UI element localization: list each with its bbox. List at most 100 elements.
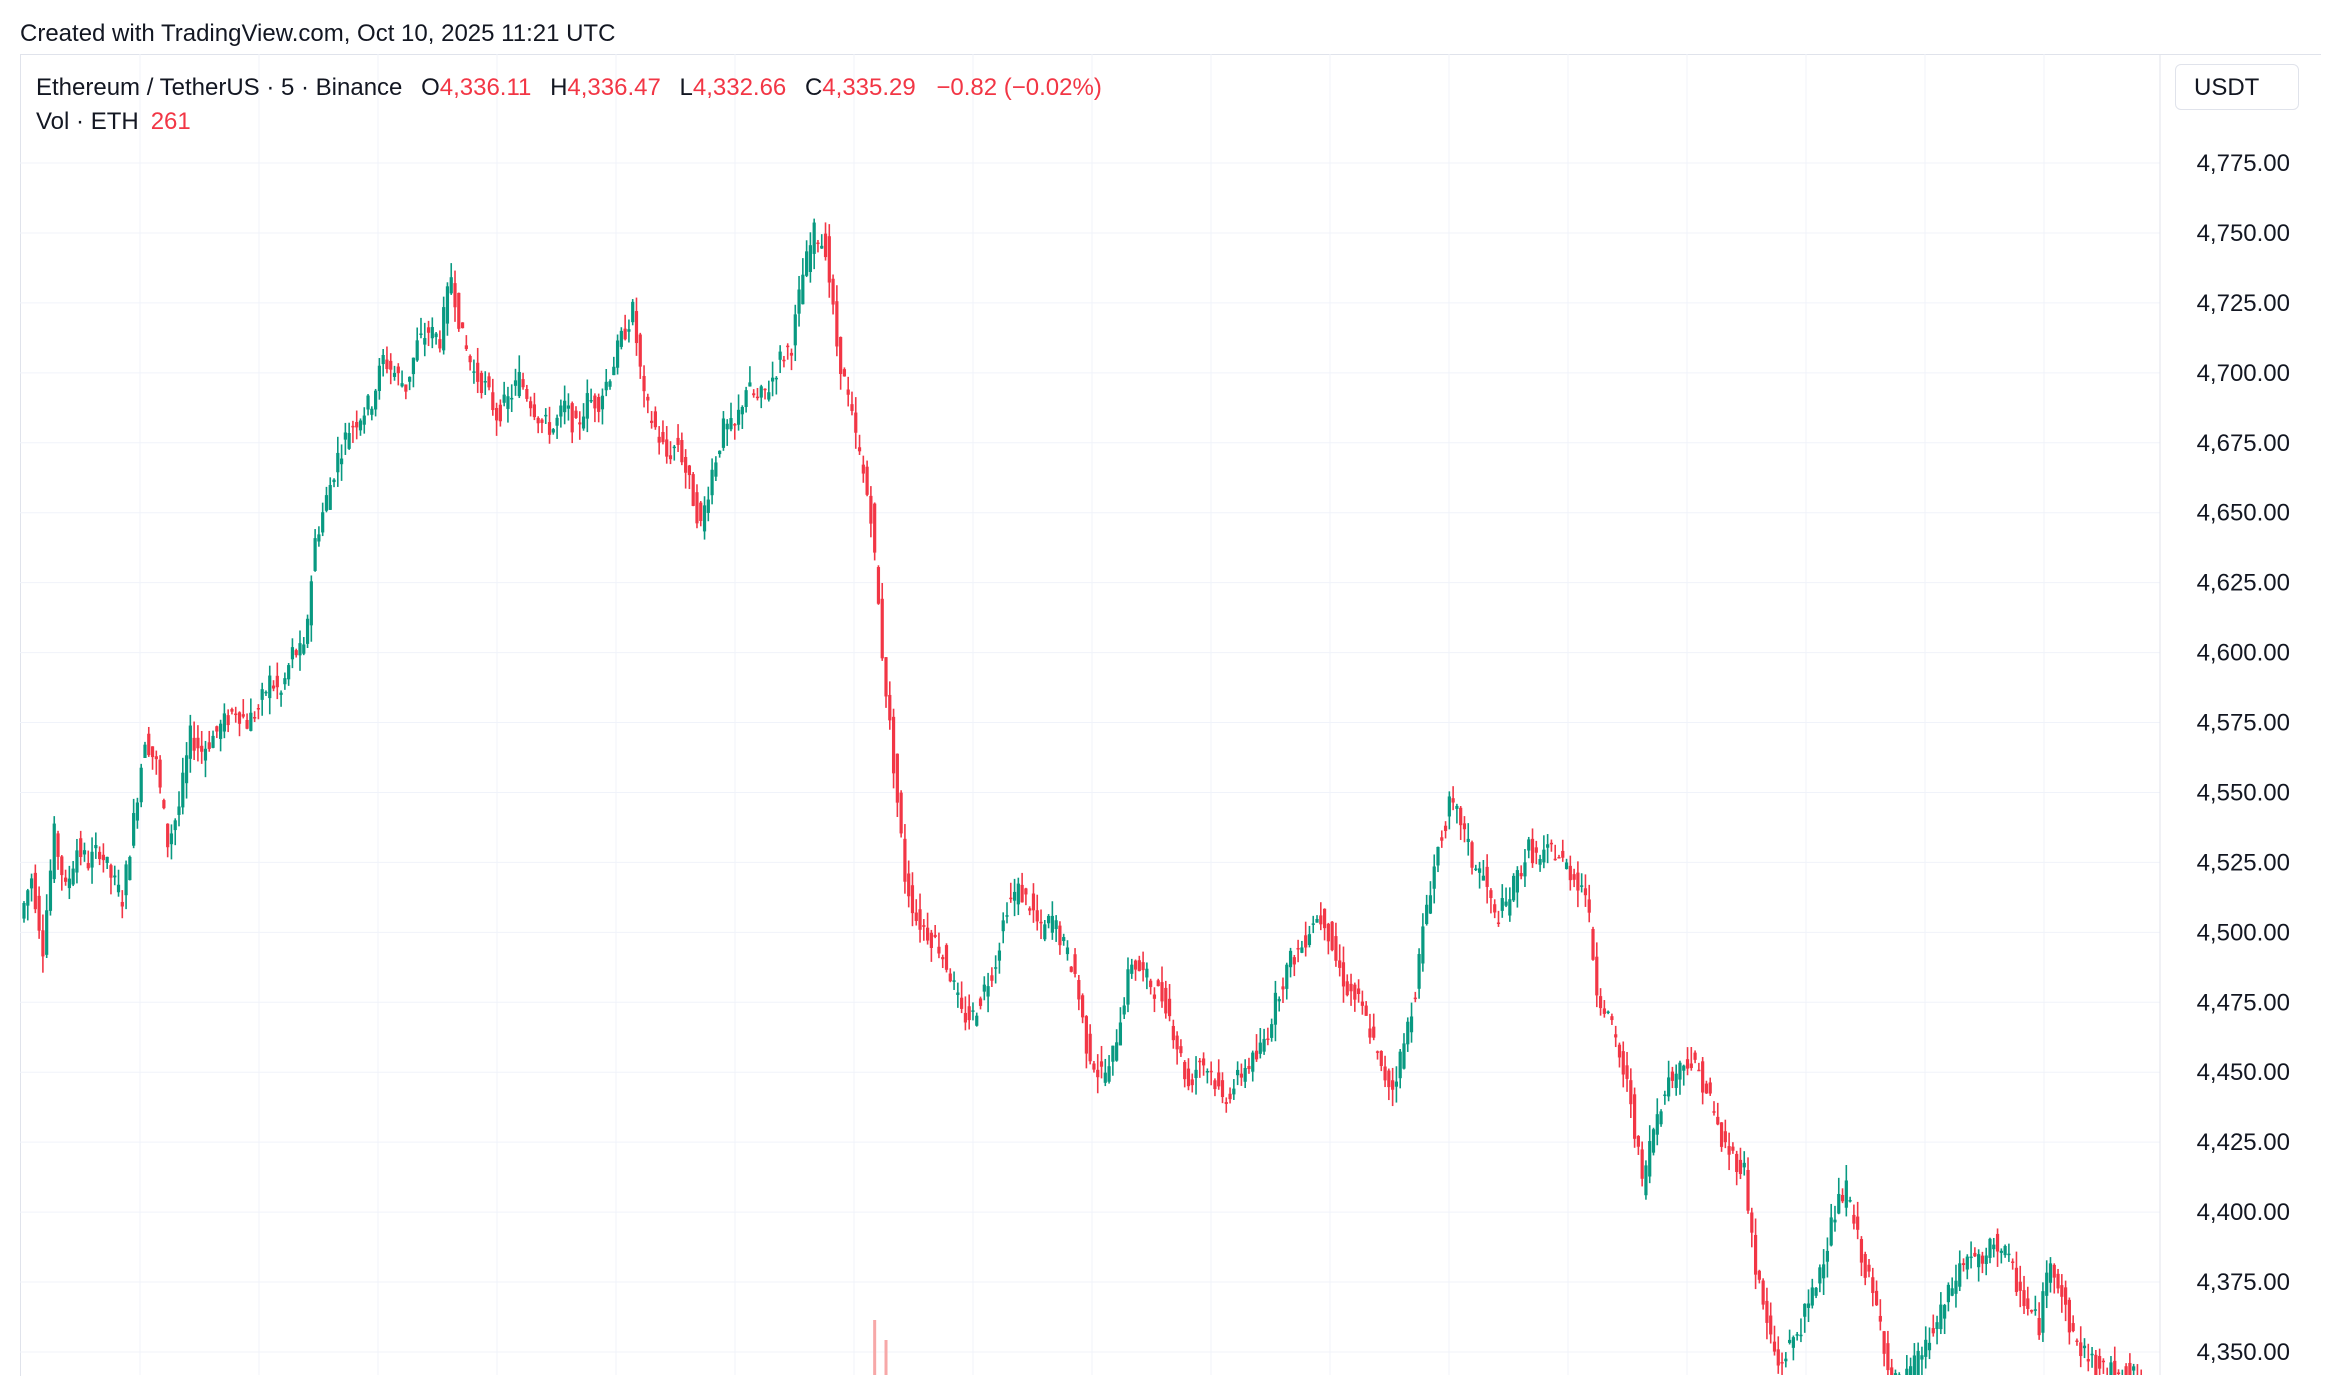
up-candle-body [223,713,226,731]
up-candle-body [2007,1254,2010,1256]
volume-value: 261 [151,108,191,135]
down-candle-body [990,975,993,980]
down-candle-body [41,930,44,956]
down-candle-body [854,413,857,433]
down-candle-body [499,405,502,422]
up-candle-body [729,418,732,429]
y-tick-label: 4,725.00 [2197,290,2290,317]
up-candle-body [219,724,222,739]
up-candle-body [1667,1077,1670,1096]
down-candle-body [1096,1070,1099,1077]
down-candle-body [650,421,653,423]
up-candle-body [53,824,56,880]
down-candle-body [1459,808,1462,825]
up-candle-body [1743,1163,1746,1168]
down-candle-body [763,389,766,391]
up-candle-body [1913,1355,1916,1375]
down-candle-body [2011,1261,2014,1263]
down-candle-body [1875,1291,1878,1305]
up-candle-body [83,850,86,854]
up-candle-body [1478,868,1481,872]
up-candle-body [586,393,589,419]
up-candle-body [1429,895,1432,913]
up-candle-body [366,396,369,410]
down-candle-body [1973,1253,1976,1256]
up-candle-body [1909,1366,1912,1375]
price-axis[interactable]: 4,775.004,750.004,725.004,700.004,675.00… [2197,150,2290,1366]
down-candle-body [699,503,702,521]
volume-legend: Vol · ETH 261 [36,108,191,136]
down-candle-body [389,361,392,370]
up-candle-body [737,410,740,425]
down-candle-body [480,373,483,393]
up-candle-body [722,418,725,447]
symbol-label[interactable]: Ethereum / TetherUS · 5 · Binance [36,74,402,101]
y-tick-label: 4,675.00 [2197,430,2290,457]
up-candle-body [1678,1063,1681,1080]
up-candle-body [1119,1022,1122,1045]
down-candle-body [862,465,865,474]
down-candle-body [1372,1027,1375,1038]
down-candle-body [1255,1051,1258,1060]
up-candle-body [1467,839,1470,842]
down-candle-body [937,947,940,954]
up-candle-body [2045,1273,2048,1296]
down-candle-body [1777,1349,1780,1365]
ohlc-legend: Ethereum / TetherUS · 5 · Binance O4,336… [36,74,1102,102]
down-candle-body [1762,1281,1765,1305]
down-candle-body [1489,890,1492,898]
down-candle-body [949,974,952,982]
down-candle-body [960,998,963,1009]
up-candle-body [703,505,706,531]
volume-bars [873,1320,887,1375]
low-value: 4,332.66 [693,74,786,101]
up-candle-body [813,223,816,254]
down-candle-body [147,734,150,755]
down-candle-body [642,376,645,391]
up-candle-body [707,500,710,513]
down-candle-body [487,376,490,387]
down-candle-body [1221,1080,1224,1097]
down-candle-body [922,925,925,927]
up-candle-body [563,401,566,412]
down-candle-body [786,346,789,348]
down-candle-body [404,384,407,391]
down-candle-body [654,411,657,427]
down-candle-body [1210,1071,1213,1073]
up-candle-body [1300,947,1303,952]
up-candle-body [1107,1066,1110,1082]
down-candle-body [1712,1111,1715,1113]
up-candle-body [801,275,804,305]
up-candle-body [185,755,188,783]
up-candle-body [1992,1245,1995,1250]
down-candle-body [1554,859,1557,861]
currency-button[interactable]: USDT [2175,64,2299,110]
down-candle-body [1383,1067,1386,1081]
down-candle-body [2019,1282,2022,1291]
down-candle-body [733,424,736,426]
volume-label[interactable]: Vol · ETH [36,108,139,135]
up-candle-body [72,869,75,885]
up-candle-body [1047,916,1050,923]
up-candle-body [748,382,751,386]
down-candle-body [968,1006,971,1020]
down-candle-body [453,283,456,307]
up-candle-body [718,451,721,454]
up-candle-body [446,286,449,323]
down-candle-body [1357,988,1360,994]
up-candle-body [261,689,264,700]
down-candle-body [816,243,819,245]
down-candle-body [2072,1323,2075,1331]
up-candle-body [1796,1334,1799,1336]
up-candle-body [106,857,109,863]
down-candle-body [1588,899,1591,912]
down-candle-body [824,234,827,257]
down-candle-body [881,599,884,659]
up-candle-body [1312,923,1315,925]
up-candle-body [986,986,989,996]
down-candle-body [945,945,948,970]
up-candle-body [2034,1309,2037,1311]
up-candle-body [249,713,252,731]
down-candle-body [896,754,899,803]
